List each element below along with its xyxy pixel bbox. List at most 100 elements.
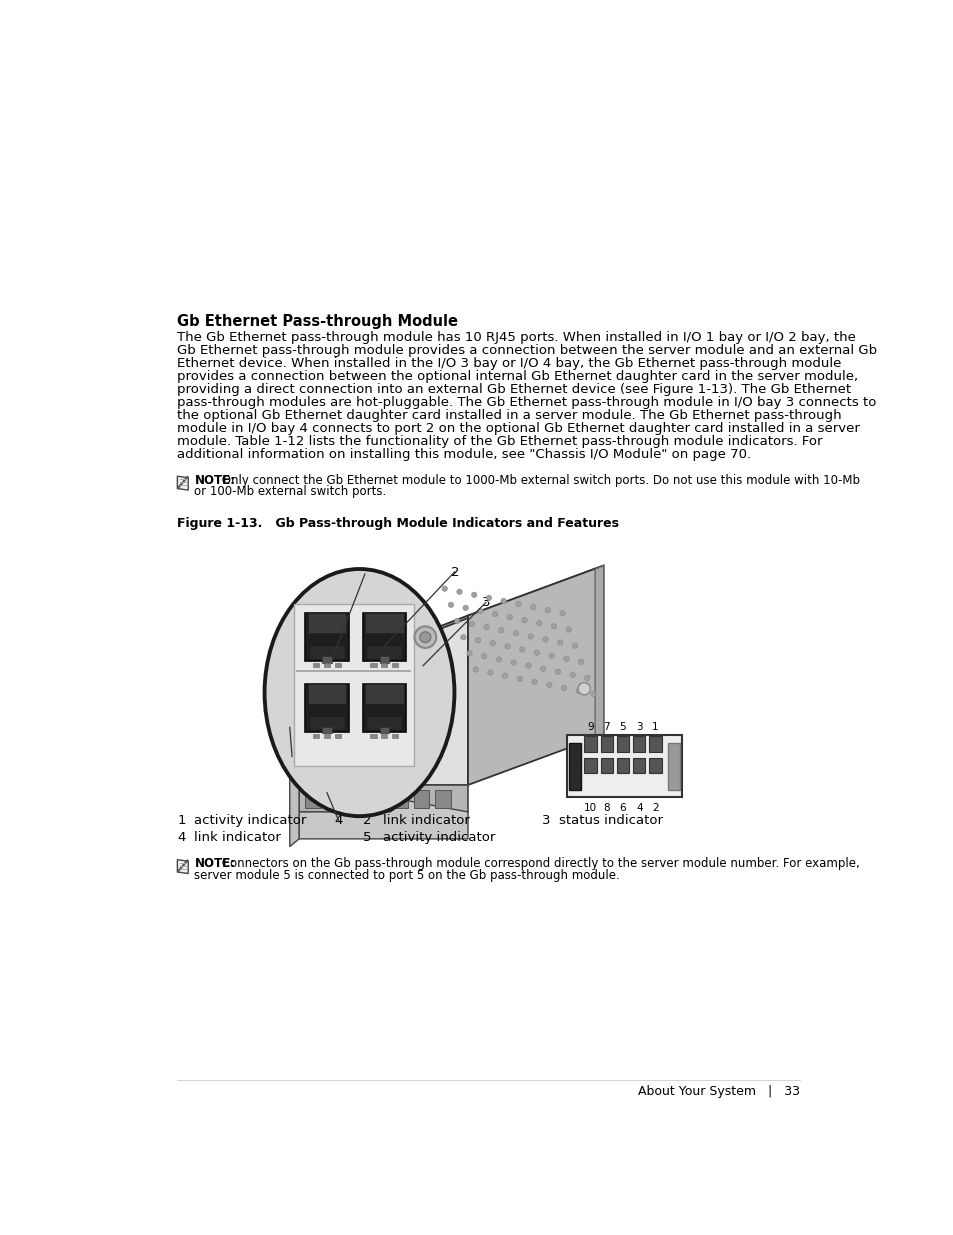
Circle shape — [487, 669, 493, 676]
Bar — [414, 789, 429, 808]
Circle shape — [521, 618, 527, 622]
Text: pass-through modules are hot-pluggable. The Gb Ethernet pass-through module in I: pass-through modules are hot-pluggable. … — [177, 396, 876, 409]
Text: link indicator: link indicator — [382, 814, 469, 827]
Bar — [370, 789, 385, 808]
Circle shape — [534, 650, 539, 656]
Bar — [366, 645, 402, 658]
Bar — [381, 734, 387, 739]
Circle shape — [469, 621, 474, 626]
Bar — [379, 656, 389, 662]
Circle shape — [483, 625, 489, 630]
Text: 1: 1 — [360, 568, 369, 580]
Bar — [381, 663, 387, 667]
Text: 3: 3 — [636, 722, 642, 732]
Text: 9: 9 — [586, 722, 593, 732]
Circle shape — [511, 659, 516, 666]
Circle shape — [548, 653, 554, 658]
Bar — [327, 789, 342, 808]
Bar — [392, 734, 397, 739]
Circle shape — [590, 692, 596, 697]
Circle shape — [551, 624, 557, 629]
Circle shape — [507, 615, 512, 620]
Circle shape — [565, 626, 571, 632]
Circle shape — [466, 651, 472, 656]
Text: 6: 6 — [619, 803, 626, 813]
Text: Figure 1-13.   Gb Pass-through Module Indicators and Features: Figure 1-13. Gb Pass-through Module Indi… — [177, 517, 618, 530]
Text: module in I/O bay 4 connects to port 2 on the optional Gb Ethernet daughter card: module in I/O bay 4 connects to port 2 o… — [177, 422, 860, 435]
Text: Only connect the Gb Ethernet module to 1000-Mb external switch ports. Do not use: Only connect the Gb Ethernet module to 1… — [217, 474, 859, 487]
Text: 8: 8 — [603, 803, 609, 813]
Circle shape — [456, 589, 461, 594]
Circle shape — [471, 592, 476, 598]
Circle shape — [536, 621, 541, 626]
Polygon shape — [298, 566, 603, 680]
Circle shape — [462, 605, 468, 610]
Circle shape — [525, 663, 531, 668]
Bar — [362, 684, 406, 732]
Circle shape — [504, 643, 510, 650]
Bar — [305, 684, 348, 732]
Bar — [633, 736, 645, 752]
Bar — [365, 684, 403, 704]
Text: the optional Gb Ethernet daughter card installed in a server module. The Gb Ethe: the optional Gb Ethernet daughter card i… — [177, 409, 841, 422]
Text: module. Table 1-12 lists the functionality of the Gb Ethernet pass-through modul: module. Table 1-12 lists the functionali… — [177, 435, 822, 448]
Circle shape — [513, 631, 518, 636]
Circle shape — [419, 632, 431, 642]
Polygon shape — [595, 566, 603, 739]
Polygon shape — [468, 566, 603, 785]
Text: 2: 2 — [363, 814, 372, 827]
Text: 3: 3 — [481, 597, 490, 609]
Bar — [323, 734, 330, 739]
Bar — [322, 656, 332, 662]
Circle shape — [546, 682, 552, 688]
Circle shape — [578, 683, 590, 695]
Bar — [307, 614, 346, 634]
Bar — [365, 614, 403, 634]
Circle shape — [516, 601, 520, 606]
Bar — [379, 727, 389, 734]
Circle shape — [572, 643, 578, 648]
Circle shape — [475, 637, 480, 643]
Text: 7: 7 — [603, 722, 609, 732]
Circle shape — [496, 657, 501, 662]
Polygon shape — [298, 615, 468, 785]
Circle shape — [528, 634, 533, 638]
Text: Gb Ethernet pass-through module provides a connection between the server module : Gb Ethernet pass-through module provides… — [177, 345, 877, 357]
Circle shape — [517, 676, 522, 682]
Text: providing a direct connection into an external Gb Ethernet device (see Figure 1-: providing a direct connection into an ex… — [177, 383, 851, 396]
Text: server module 5 is connected to port 5 on the Gb pass-through module.: server module 5 is connected to port 5 o… — [194, 869, 619, 882]
Circle shape — [563, 656, 569, 662]
Circle shape — [569, 672, 575, 678]
Polygon shape — [177, 477, 188, 490]
Bar — [335, 663, 340, 667]
Text: 5: 5 — [619, 722, 626, 732]
Text: 10: 10 — [583, 803, 597, 813]
Bar — [633, 758, 645, 773]
Text: 4: 4 — [335, 814, 343, 827]
Circle shape — [544, 608, 550, 613]
Circle shape — [415, 626, 436, 648]
Circle shape — [578, 659, 583, 664]
Bar — [583, 758, 596, 773]
Text: NOTE:: NOTE: — [194, 474, 235, 487]
Ellipse shape — [266, 571, 452, 814]
Text: 1: 1 — [177, 814, 186, 827]
Circle shape — [490, 641, 495, 646]
Bar — [366, 716, 402, 730]
Text: NOTE:: NOTE: — [194, 857, 235, 871]
Text: 5: 5 — [288, 751, 296, 763]
Bar — [323, 663, 330, 667]
Circle shape — [584, 676, 590, 680]
Bar — [294, 604, 414, 766]
Text: Gb Ethernet Pass-through Module: Gb Ethernet Pass-through Module — [177, 314, 457, 329]
Circle shape — [519, 647, 524, 652]
Bar — [392, 789, 407, 808]
Bar — [305, 789, 320, 808]
Bar — [305, 614, 348, 661]
Text: 4: 4 — [177, 831, 186, 845]
Circle shape — [448, 603, 454, 608]
Bar — [617, 736, 629, 752]
Circle shape — [473, 667, 478, 672]
Circle shape — [540, 666, 545, 672]
Text: 2: 2 — [451, 566, 459, 578]
